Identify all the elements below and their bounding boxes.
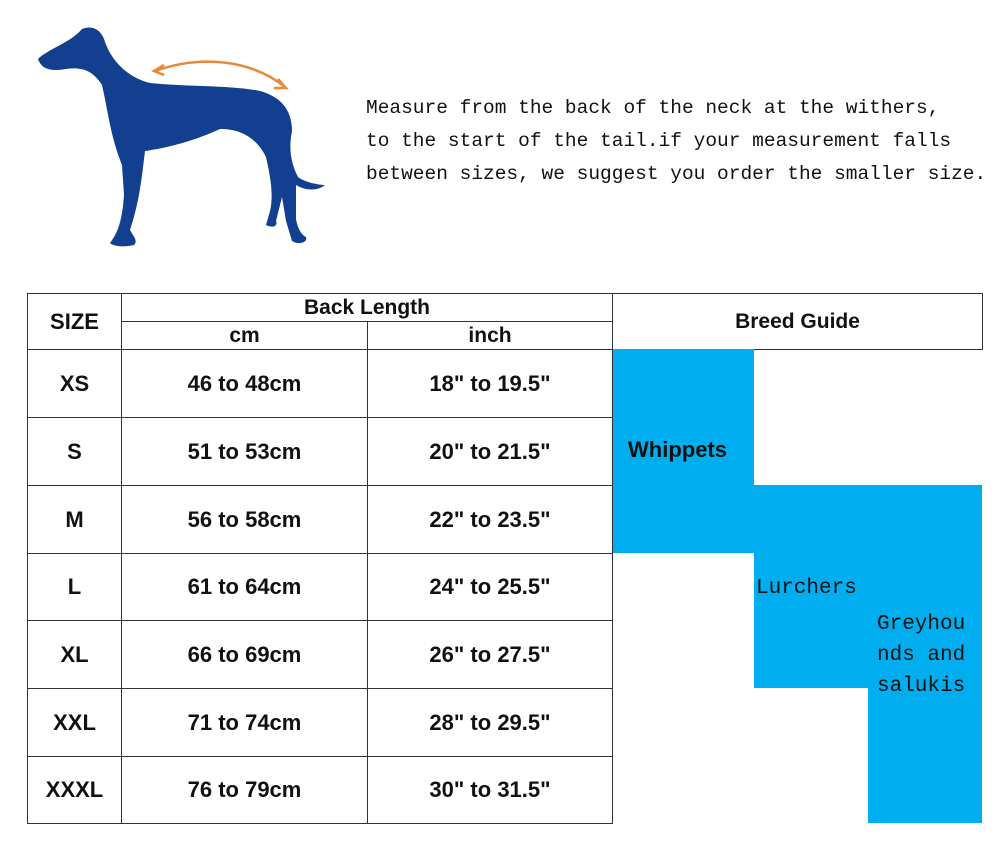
back-length-header: Back Length xyxy=(121,293,613,322)
greyhounds-range xyxy=(868,485,982,823)
cm-cell: 71 to 74cm xyxy=(121,688,368,757)
inch-cell: 26" to 27.5" xyxy=(367,620,613,689)
inch-cell: 18" to 19.5" xyxy=(367,349,613,418)
inch-cell: 30" to 31.5" xyxy=(367,756,613,824)
dog-silhouette-icon xyxy=(38,27,325,247)
cm-cell: 61 to 64cm xyxy=(121,553,368,621)
inch-header: inch xyxy=(367,321,613,350)
size-cell: XXL xyxy=(27,688,122,757)
size-header: SIZE xyxy=(27,293,122,350)
whippets-label: Whippets xyxy=(628,437,727,462)
cm-cell: 46 to 48cm xyxy=(121,349,368,418)
breed-guide-header: Breed Guide xyxy=(612,293,983,350)
size-cell: S xyxy=(27,417,122,486)
whippets-range xyxy=(613,349,754,553)
measure-arrow-icon xyxy=(154,60,286,88)
greyhounds-label-line: salukis xyxy=(877,675,966,698)
lurchers-label: Lurchers xyxy=(756,577,857,600)
inch-cell: 20" to 21.5" xyxy=(367,417,613,486)
cm-cell: 56 to 58cm xyxy=(121,485,368,554)
instruction-line: to the start of the tail.if your measure… xyxy=(366,130,952,152)
greyhounds-label: Greyhou nds and salukis xyxy=(877,609,965,702)
cm-cell: 66 to 69cm xyxy=(121,620,368,689)
greyhound-illustration xyxy=(38,27,325,247)
size-cell: M xyxy=(27,485,122,554)
size-cell: XL xyxy=(27,620,122,689)
cm-cell: 51 to 53cm xyxy=(121,417,368,486)
inch-cell: 22" to 23.5" xyxy=(367,485,613,554)
greyhounds-label-line: nds and xyxy=(877,644,966,667)
instruction-line: between sizes, we suggest you order the … xyxy=(366,163,987,185)
size-cell: L xyxy=(27,553,122,621)
instruction-line: Measure from the back of the neck at the… xyxy=(366,97,940,119)
size-cell: XXXL xyxy=(27,756,122,824)
size-cell: XS xyxy=(27,349,122,418)
inch-cell: 24" to 25.5" xyxy=(367,553,613,621)
inch-cell: 28" to 29.5" xyxy=(367,688,613,757)
measurement-instructions: Measure from the back of the neck at the… xyxy=(366,92,986,191)
cm-cell: 76 to 79cm xyxy=(121,756,368,824)
greyhounds-label-line: Greyhou xyxy=(877,613,966,636)
cm-header: cm xyxy=(121,321,368,350)
